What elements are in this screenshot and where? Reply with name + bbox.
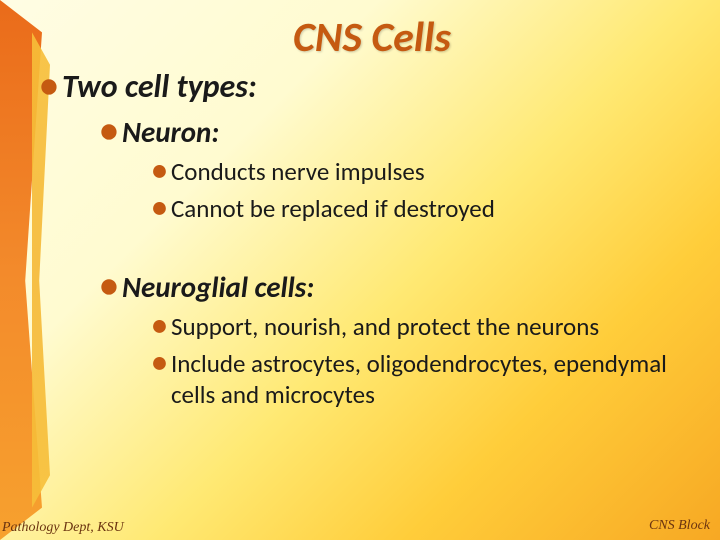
point-text: Include astrocytes, oligodendrocytes, ep… xyxy=(171,348,692,411)
point-row: • Cannot be replaced if destroyed xyxy=(152,193,692,224)
section-label: Neuron: xyxy=(122,114,219,150)
bullet-icon: • xyxy=(152,199,167,217)
point-text: Support, nourish, and protect the neuron… xyxy=(171,311,599,342)
bullet-icon: • xyxy=(100,275,118,297)
point-text: Conducts nerve impulses xyxy=(171,156,425,187)
section-label: Neuroglial cells: xyxy=(122,269,314,305)
bullet-icon: • xyxy=(152,317,167,335)
point-text: Cannot be replaced if destroyed xyxy=(171,193,495,224)
section-row: • Neuroglial cells: xyxy=(100,269,692,305)
bullet-icon: • xyxy=(152,354,167,372)
section-gap xyxy=(52,225,692,261)
slide-content: CNS Cells • Two cell types: • Neuron: • … xyxy=(0,0,720,540)
bullet-icon: • xyxy=(152,162,167,180)
footer-left: Pathology Dept, KSU xyxy=(2,520,124,536)
heading-text: Two cell types: xyxy=(62,67,257,106)
point-row: • Support, nourish, and protect the neur… xyxy=(152,311,692,342)
heading-row: • Two cell types: xyxy=(40,67,692,106)
footer-right: CNS Block xyxy=(649,518,710,534)
point-row: • Include astrocytes, oligodendrocytes, … xyxy=(152,348,692,411)
point-row: • Conducts nerve impulses xyxy=(152,156,692,187)
bullet-icon: • xyxy=(40,75,58,97)
bullet-icon: • xyxy=(100,120,118,142)
section-row: • Neuron: xyxy=(100,114,692,150)
slide-title: CNS Cells xyxy=(52,12,692,63)
